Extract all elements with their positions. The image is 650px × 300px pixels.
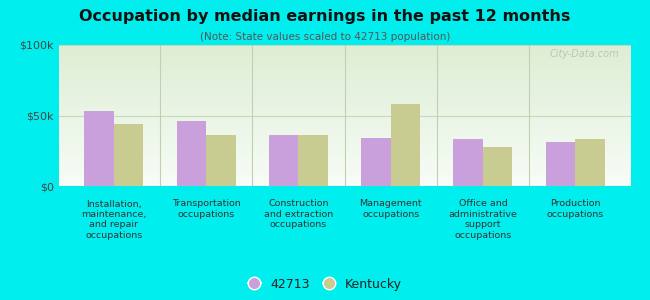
Bar [206, 135, 236, 186]
Bar [545, 142, 575, 186]
Text: (Note: State values scaled to 42713 population): (Note: State values scaled to 42713 popu… [200, 32, 450, 41]
Text: Transportation
occupations: Transportation occupations [172, 200, 240, 219]
Bar [361, 138, 391, 186]
Bar [391, 104, 420, 186]
Bar [177, 121, 206, 186]
Text: Occupation by median earnings in the past 12 months: Occupation by median earnings in the pas… [79, 9, 571, 24]
Bar [269, 135, 298, 186]
Text: Construction
and extraction
occupations: Construction and extraction occupations [264, 200, 333, 229]
Legend: 42713, Kentucky: 42713, Kentucky [248, 278, 402, 291]
Text: City-Data.com: City-Data.com [549, 49, 619, 59]
Bar [483, 146, 512, 186]
Text: Production
occupations: Production occupations [547, 200, 604, 219]
Text: Office and
administrative
support
occupations: Office and administrative support occupa… [448, 200, 517, 240]
Bar [575, 140, 604, 186]
Bar [298, 135, 328, 186]
Text: Management
occupations: Management occupations [359, 200, 422, 219]
Text: Installation,
maintenance,
and repair
occupations: Installation, maintenance, and repair oc… [81, 200, 146, 240]
Bar [114, 124, 144, 186]
Bar [453, 140, 483, 186]
Bar [84, 111, 114, 186]
